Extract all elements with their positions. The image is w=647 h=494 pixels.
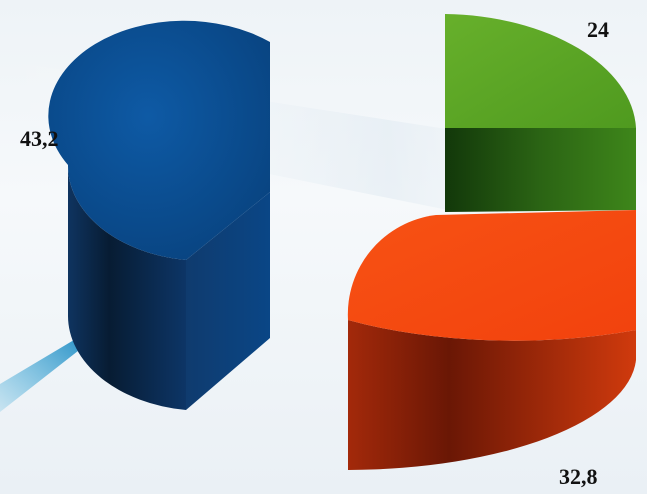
slice-blue-top	[48, 20, 270, 261]
background-accent-ray	[0, 334, 92, 412]
slice-blue-cut-face	[186, 192, 270, 410]
slice-red	[347, 210, 636, 470]
slice-red-top	[347, 210, 636, 341]
slice-green-side	[445, 128, 636, 212]
data-label-green: 24	[587, 17, 609, 42]
slice-blue	[48, 20, 270, 410]
slice-blue-side	[67, 165, 186, 410]
data-label-blue: 43,2	[20, 126, 59, 151]
data-label-red: 32,8	[559, 464, 598, 489]
slice-green	[445, 14, 636, 212]
slice-red-side	[348, 320, 636, 470]
slice-green-top	[445, 14, 636, 128]
